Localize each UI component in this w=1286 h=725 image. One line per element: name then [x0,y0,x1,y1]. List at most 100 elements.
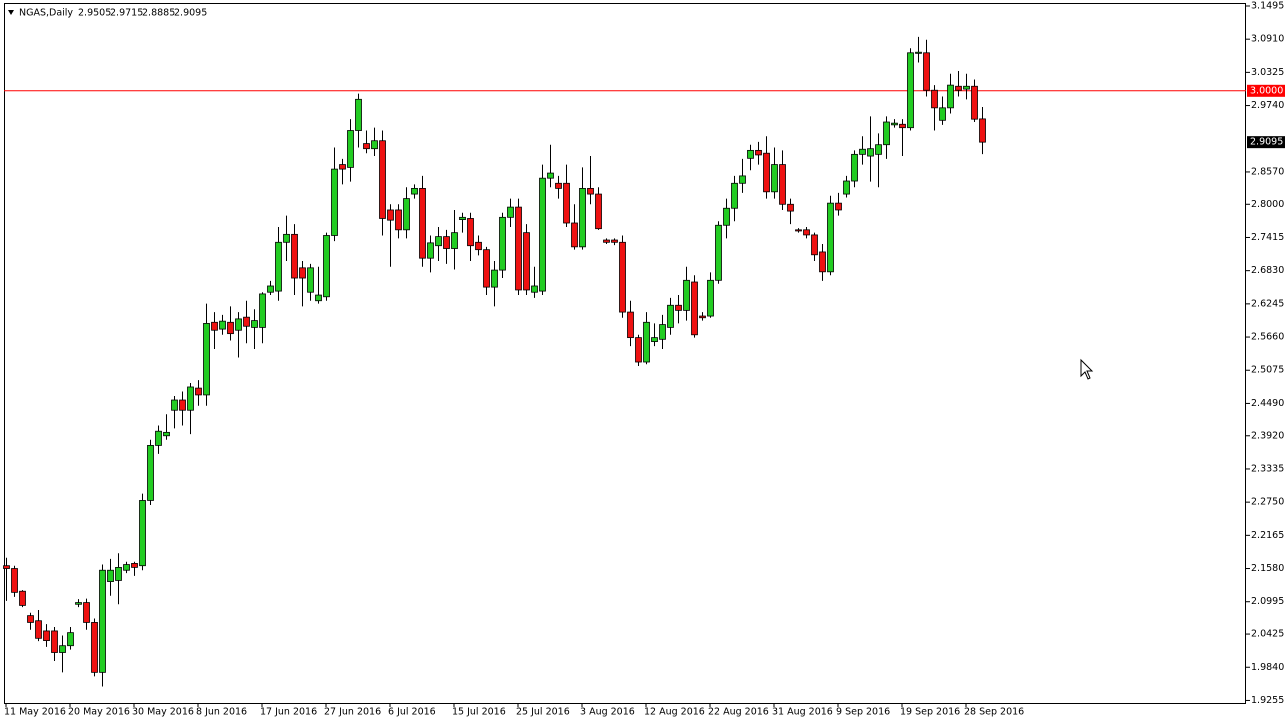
candle-body [699,315,706,319]
candle-body [451,232,458,249]
candle-body [291,233,298,279]
candle-body [187,386,194,411]
x-tick-label: 19 Sep 2016 [900,707,960,718]
candle-body [131,563,138,568]
candle-body [19,590,26,606]
candle-body [947,84,954,109]
candle-body [739,175,746,184]
candle-body [971,85,978,120]
candle-body [587,187,594,195]
candle-body [907,52,914,129]
y-tick-label: 2.2165 [1251,530,1284,541]
header-high: 2.9715 [110,8,143,19]
candle-body [979,118,986,143]
candle-body [875,144,882,155]
candle-body [955,85,962,91]
candle-body [299,267,306,279]
candle-body [675,304,682,311]
candle-body [115,566,122,581]
candle-body [635,337,642,363]
chart-title: NGAS,Daily [19,8,73,19]
candle-body [931,89,938,109]
candle-body [915,51,922,54]
candle-body [251,320,258,328]
candle-body [35,620,42,639]
candle-body [411,187,418,195]
y-tick-label: 2.5075 [1251,365,1284,376]
candle-body [603,239,610,243]
candle-body [563,182,570,224]
y-tick-label: 3.1495 [1251,0,1284,11]
candle-body [323,235,330,298]
x-tick-label: 17 Jun 2016 [260,707,317,718]
candle-body [747,149,754,159]
y-tick-label: 2.5660 [1251,332,1284,343]
candle-body [483,249,490,288]
candle-body [627,311,634,339]
x-tick-label: 8 Jun 2016 [196,707,247,718]
candle-body [611,239,618,243]
candle-body [539,177,546,292]
candle-body [515,206,522,291]
candle-body [331,168,338,236]
candle-body [939,107,946,121]
y-tick-label: 2.6830 [1251,265,1284,276]
candle-body [315,294,322,302]
y-tick-label: 2.3920 [1251,430,1284,441]
candle-body [667,304,674,328]
candle-body [555,182,562,189]
y-tick-label: 2.3335 [1251,463,1284,474]
candle-body [811,234,818,256]
candle-body [547,172,554,179]
y-tick-label: 2.8570 [1251,166,1284,177]
level-label-box [1247,84,1285,97]
x-tick-label: 22 Aug 2016 [708,707,769,718]
candle-body [443,236,450,249]
candle-body [419,187,426,259]
x-tick-label: 27 Jun 2016 [324,707,381,718]
candle-body [595,193,602,230]
candle-body [347,130,354,168]
level-label: 3.0000 [1250,85,1283,96]
candle-body [91,622,98,673]
candle-body [507,206,514,218]
candle-body [147,445,154,501]
candle-body [795,229,802,232]
candle-body [683,279,690,311]
x-tick-label: 31 Aug 2016 [772,707,833,718]
candle-body [803,229,810,236]
candle-body [819,251,826,273]
candle-body [51,630,58,653]
mouse-cursor [1080,358,1094,380]
candle-body [283,233,290,243]
candle-body [339,164,346,170]
y-tick-label: 2.6245 [1251,298,1284,309]
candle-body [531,285,538,293]
candle-body [435,236,442,247]
candle-body [779,164,786,205]
candle-body [195,387,202,396]
candle-body [859,148,866,155]
candle-body [755,149,762,156]
candle-body [491,269,498,288]
candle-body [851,153,858,182]
candle-body [387,209,394,221]
candle-body [179,399,186,411]
x-tick-label: 15 Jul 2016 [452,707,506,718]
x-tick-label: 3 Aug 2016 [580,707,635,718]
candle-body [787,203,794,212]
candle-body [459,216,466,221]
menu-arrow[interactable] [8,10,14,15]
y-tick-label: 2.0425 [1251,629,1284,640]
candle-body [427,242,434,259]
candle-body [275,241,282,292]
candle-body [651,337,658,342]
x-tick-label: 6 Jul 2016 [388,707,436,718]
candle-body [883,121,890,146]
candle-body [27,615,34,623]
y-tick-label: 2.2750 [1251,497,1284,508]
candle-body [619,241,626,313]
x-tick-label: 28 Sep 2016 [964,707,1024,718]
